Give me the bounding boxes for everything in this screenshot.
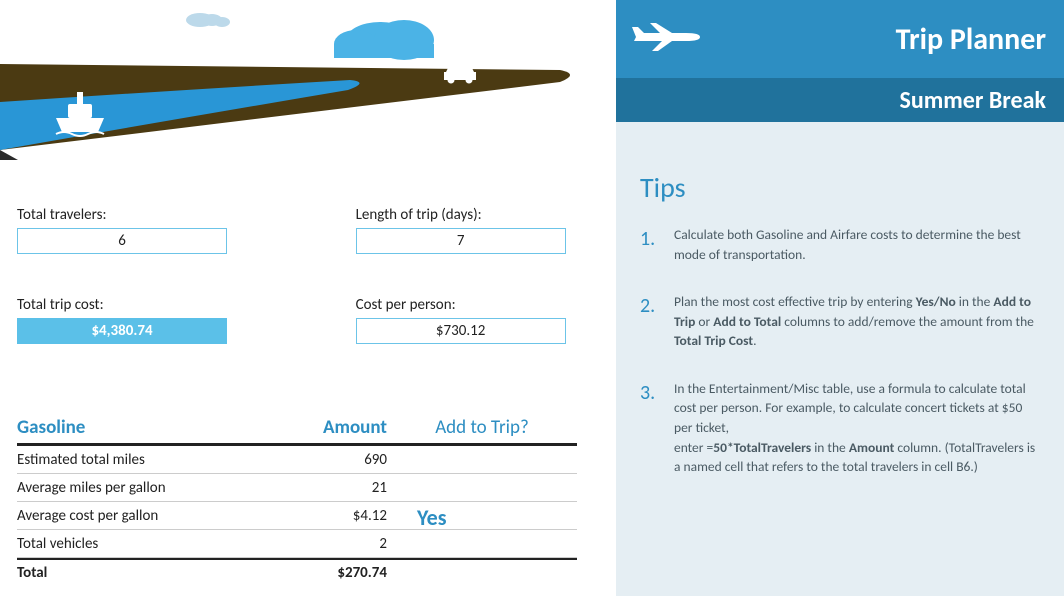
table-row: Total vehicles 2 — [17, 530, 577, 558]
table-row: Estimated total miles 690 — [17, 446, 577, 474]
total-travelers-field: Total travelers: 6 — [17, 206, 227, 254]
tip-text: Plan the most cost effective trip by ent… — [674, 292, 1040, 351]
header-title: Trip Planner — [896, 21, 1046, 58]
table-row: Average miles per gallon 21 — [17, 474, 577, 502]
gasoline-table: Gasoline Amount Add to Trip? Estimated t… — [17, 416, 577, 586]
total-travelers-label: Total travelers: — [17, 206, 227, 224]
airplane-icon — [628, 19, 708, 59]
cost-per-person-field: Cost per person: $730.12 — [356, 296, 566, 344]
tip-text: Calculate both Gasoline and Airfare cost… — [674, 225, 1040, 264]
total-label: Total — [17, 564, 277, 582]
trip-illustration — [0, 0, 596, 170]
header-top: Trip Planner — [616, 0, 1064, 78]
gasoline-addtrip-header: Add to Trip? — [387, 416, 577, 439]
right-panel: Trip Planner Summer Break Tips 1. Calcul… — [616, 0, 1064, 596]
cost-per-person-value: $730.12 — [356, 318, 566, 344]
trip-length-value[interactable]: 7 — [356, 228, 566, 254]
total-value: $270.74 — [277, 564, 387, 582]
gasoline-title: Gasoline — [17, 416, 277, 439]
table-row: Average cost per gallon $4.12 — [17, 502, 577, 530]
row-label: Average miles per gallon — [17, 479, 277, 497]
edge-shadow — [0, 150, 18, 160]
gasoline-amount-header: Amount — [277, 416, 387, 439]
gasoline-header-row: Gasoline Amount Add to Trip? — [17, 416, 577, 446]
header-subtitle: Summer Break — [900, 86, 1046, 115]
summary-inputs: Total travelers: 6 Length of trip (days)… — [17, 206, 577, 344]
tip-number: 2. — [640, 292, 674, 321]
trip-length-field: Length of trip (days): 7 — [356, 206, 566, 254]
row-value[interactable]: 21 — [277, 479, 387, 497]
tip-number: 1. — [640, 225, 674, 254]
tip-item: 2. Plan the most cost effective trip by … — [640, 292, 1040, 351]
tips-section: Tips 1. Calculate both Gasoline and Airf… — [616, 122, 1064, 477]
left-panel: Total travelers: 6 Length of trip (days)… — [0, 0, 596, 596]
gasoline-total-row: Total $270.74 — [17, 558, 577, 586]
cloud-large-icon — [334, 20, 434, 60]
trip-length-label: Length of trip (days): — [356, 206, 566, 224]
row-value[interactable]: 2 — [277, 535, 387, 553]
row-value[interactable]: 690 — [277, 451, 387, 469]
tips-heading: Tips — [640, 170, 1040, 205]
total-trip-cost-label: Total trip cost: — [17, 296, 227, 314]
row-label: Estimated total miles — [17, 451, 277, 469]
cost-per-person-label: Cost per person: — [356, 296, 566, 314]
total-trip-cost-value: $4,380.74 — [17, 318, 227, 344]
add-to-trip-value[interactable]: Yes — [417, 504, 447, 531]
total-trip-cost-field: Total trip cost: $4,380.74 — [17, 296, 227, 344]
row-label: Total vehicles — [17, 535, 277, 553]
tip-item: 3. In the Entertainment/Misc table, use … — [640, 379, 1040, 477]
tip-item: 1. Calculate both Gasoline and Airfare c… — [640, 225, 1040, 264]
tip-number: 3. — [640, 379, 674, 408]
row-label: Average cost per gallon — [17, 507, 277, 525]
tip-text: In the Entertainment/Misc table, use a f… — [674, 379, 1040, 477]
total-travelers-value[interactable]: 6 — [17, 228, 227, 254]
header-sub: Summer Break — [616, 78, 1064, 122]
row-value[interactable]: $4.12 — [277, 507, 387, 525]
cloud-small-icon — [186, 13, 230, 27]
